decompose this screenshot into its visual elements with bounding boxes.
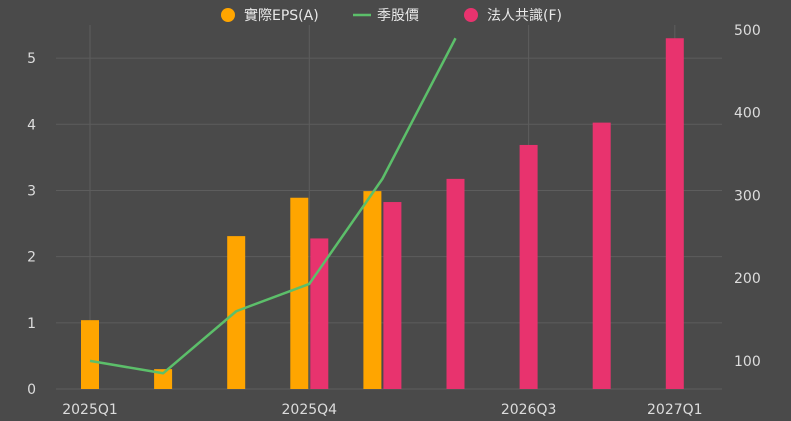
x-tick-label: 2026Q3 <box>501 402 557 418</box>
bar-consensus <box>592 122 611 390</box>
y-left-tick-label: 5 <box>27 51 36 67</box>
bar-eps <box>290 197 309 389</box>
legend-label: 季股價 <box>377 7 419 24</box>
x-tick-label: 2025Q1 <box>62 402 118 418</box>
x-tick-label: 2025Q4 <box>282 402 338 418</box>
bar-consensus <box>446 178 465 389</box>
legend-label: 法人共識(F) <box>487 8 562 24</box>
x-tick-label: 2027Q1 <box>647 402 703 418</box>
y-left-tick-label: 4 <box>27 117 36 133</box>
legend-marker <box>221 8 235 22</box>
bar-consensus <box>383 202 402 389</box>
y-left-tick-label: 0 <box>27 382 36 398</box>
line-series <box>89 37 457 375</box>
x-axis: 2025Q1 2025Q4 2026Q3 2027Q1 <box>62 402 702 418</box>
bar-consensus <box>519 144 538 389</box>
y-right-tick-label: 200 <box>734 271 761 287</box>
bar-eps <box>154 369 173 389</box>
y-axis-left: 0 1 2 3 4 5 <box>27 51 36 398</box>
bar-consensus <box>665 38 684 390</box>
legend-label: 實際EPS(A) <box>244 7 319 24</box>
y-right-tick-label: 100 <box>734 354 761 370</box>
bar-eps <box>363 191 382 389</box>
y-left-tick-label: 2 <box>27 250 36 266</box>
y-axis-right: 100 200 300 400 500 <box>734 23 761 370</box>
bar-series <box>81 38 684 390</box>
bar-eps <box>81 320 99 389</box>
y-left-tick-label: 1 <box>27 316 36 332</box>
y-right-tick-label: 500 <box>734 23 761 39</box>
y-left-tick-label: 3 <box>27 183 36 199</box>
line-stock-price <box>89 37 457 375</box>
legend: 實際EPS(A) 季股價 法人共識(F) <box>221 7 562 24</box>
y-right-tick-label: 300 <box>734 188 761 204</box>
legend-marker <box>464 8 478 22</box>
y-right-tick-label: 400 <box>734 106 761 122</box>
